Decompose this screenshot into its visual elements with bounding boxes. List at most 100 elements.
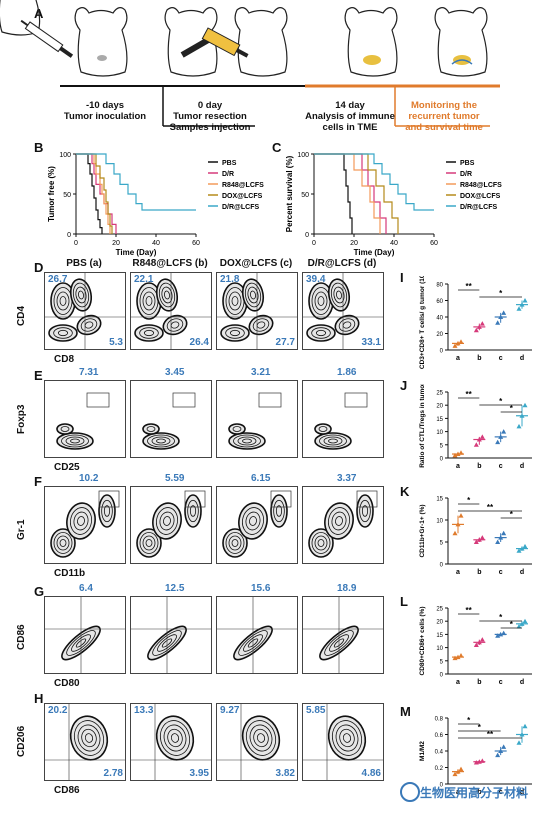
y-tick-label: 0 [440,349,444,355]
contour [155,715,195,761]
contour [334,314,360,336]
data-point [455,654,461,660]
y-tick-label: 25 [436,391,443,397]
flow-y-label: CD86 [16,624,27,650]
contour [359,499,371,523]
data-point [455,769,461,774]
x-tick-label: b [477,789,481,796]
data-point [495,633,501,638]
mouse-5 [434,7,488,77]
contour [333,638,345,648]
series-line-d-r-lcfs [76,153,196,211]
x-tick-label: b [477,569,481,576]
data-point [501,530,507,536]
watermark-icon [400,782,420,802]
flow-density [303,704,383,780]
y-tick-label: 15 [436,417,443,423]
contour [147,434,175,448]
contour [50,528,76,558]
data-point [473,642,479,647]
contour [247,286,259,304]
mouse-2 [164,7,218,77]
data-point [495,752,501,758]
contour [232,426,242,432]
contour [151,436,171,446]
contour [311,532,331,554]
x-tick-label: 20 [112,240,120,247]
contour [73,720,105,756]
contour [78,290,84,300]
x-tick-label: 60 [430,240,438,247]
contour [184,494,202,528]
x-tick-label: d [520,789,524,796]
y-tick-label: 5 [440,659,444,665]
y-tick-label: 0 [305,232,309,239]
y-tick-label: 100 [59,152,71,159]
x-tick-label: d [520,679,524,686]
y-tick-label: 5 [440,541,444,547]
x-tick-label: a [456,355,460,362]
quadrant-value-tl: 39.4 [306,274,326,285]
data-point [498,748,504,753]
quadrant-value-tl: 26.7 [48,274,68,285]
flow-y-label: CD206 [16,725,27,757]
gate-box [258,392,282,408]
data-point [452,343,458,348]
data-point [519,413,525,418]
contour [319,434,347,448]
tumor-free-chart: 0 50 100 0 20 40 60 Time (Day) Tumor free (%) PBS… [47,152,264,257]
panel-label-k: K [400,484,410,499]
timeline-step-1: -10 days Tumor inoculation [63,100,147,122]
significance-label: * [467,716,471,725]
y-tick-label: 60 [436,299,443,305]
data-point [495,320,501,325]
contour [317,539,325,547]
data-point [522,723,528,729]
quadrant-value-tl: 21.8 [220,274,240,285]
contour [318,426,328,432]
watermark: 生物医用高分子材料 [420,786,529,800]
legend-label: DOX@LCFS [222,193,263,200]
x-tick-label: d [520,569,524,576]
data-point [455,451,461,457]
data-point [516,423,522,429]
legend-label: D/R [460,171,472,178]
data-point [458,339,464,344]
x-tick-label: d [520,463,524,470]
legend-label: D/R [222,171,234,178]
contour [162,314,188,336]
contour [314,423,332,435]
y-tick-label: 20 [436,620,443,626]
contour [238,630,268,656]
gate-value: 6.15 [251,473,271,484]
contour [136,528,162,558]
flow-density [56,392,110,450]
contour [170,733,180,743]
flow-plot: 6.15 [216,473,298,564]
flow-density [217,273,297,349]
flow-density [136,490,206,558]
contour [163,516,171,526]
legend-label: PBS [460,160,475,167]
data-point [501,630,507,636]
contour [231,539,239,547]
data-point [498,434,504,439]
flow-density [303,597,383,673]
flow-x-label: CD25 [54,462,80,473]
contour [328,438,338,444]
y-tick-label: 100 [297,152,309,159]
quadrant-value-tl: 20.2 [48,705,68,716]
x-tick-label: 60 [192,240,200,247]
flow-y-label: Gr-1 [16,519,27,540]
flow-plot: 5.59 [130,473,212,564]
flow-density [142,392,196,450]
gate-value: 10.2 [79,473,99,484]
flow-density [228,392,282,450]
contour [65,436,85,446]
contour [248,314,274,336]
contour [324,630,354,656]
contour [330,282,348,308]
contour [139,327,159,339]
panel-label-c: C [272,140,282,155]
